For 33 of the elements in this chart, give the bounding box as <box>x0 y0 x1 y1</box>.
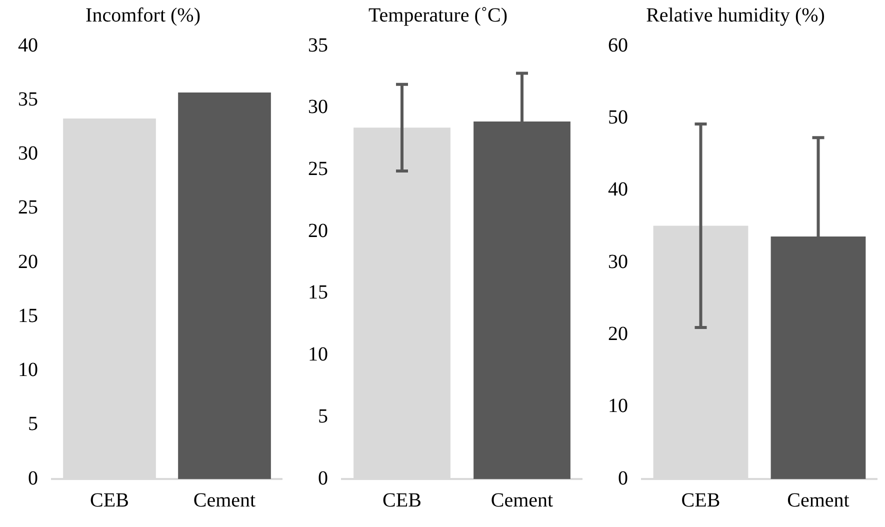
y-tick-label: 20 <box>18 250 38 273</box>
y-tick-label: 25 <box>308 158 328 180</box>
y-tick-label: 50 <box>608 106 628 128</box>
y-tick-label: 5 <box>318 405 328 428</box>
y-tick-label: 30 <box>18 142 38 164</box>
y-tick-label: 30 <box>608 250 628 273</box>
x-tick-label: CEB <box>90 489 129 512</box>
y-tick-label: 5 <box>28 413 38 436</box>
chart-title: Relative humidity (%) <box>646 4 825 26</box>
y-tick-label: 0 <box>618 467 628 490</box>
y-tick-label: 30 <box>308 96 328 118</box>
y-tick-label: 10 <box>308 344 328 366</box>
chart-title: Incomfort (%) <box>86 4 200 26</box>
y-tick-label: 15 <box>18 304 38 327</box>
x-tick-label: CEB <box>681 489 720 512</box>
y-tick-label: 35 <box>18 88 38 110</box>
y-tick-label: 15 <box>308 282 328 304</box>
y-tick-label: 10 <box>18 359 38 381</box>
x-tick-label: Cement <box>490 489 554 512</box>
x-tick-label: Cement <box>787 489 850 512</box>
x-tick-label: CEB <box>382 489 422 512</box>
y-tick-label: 20 <box>608 322 628 345</box>
y-tick-label: 0 <box>318 467 328 490</box>
x-tick-label: Cement <box>193 489 256 512</box>
y-tick-label: 40 <box>18 34 38 56</box>
y-tick-label: 0 <box>28 467 38 490</box>
y-tick-label: 60 <box>608 34 628 56</box>
y-tick-label: 40 <box>608 178 628 201</box>
chart-title: Temperature (˚C) <box>368 4 508 26</box>
y-tick-label: 35 <box>308 34 328 56</box>
y-tick-label: 25 <box>18 196 38 219</box>
y-tick-label: 10 <box>608 395 628 418</box>
y-tick-label: 20 <box>308 220 328 242</box>
